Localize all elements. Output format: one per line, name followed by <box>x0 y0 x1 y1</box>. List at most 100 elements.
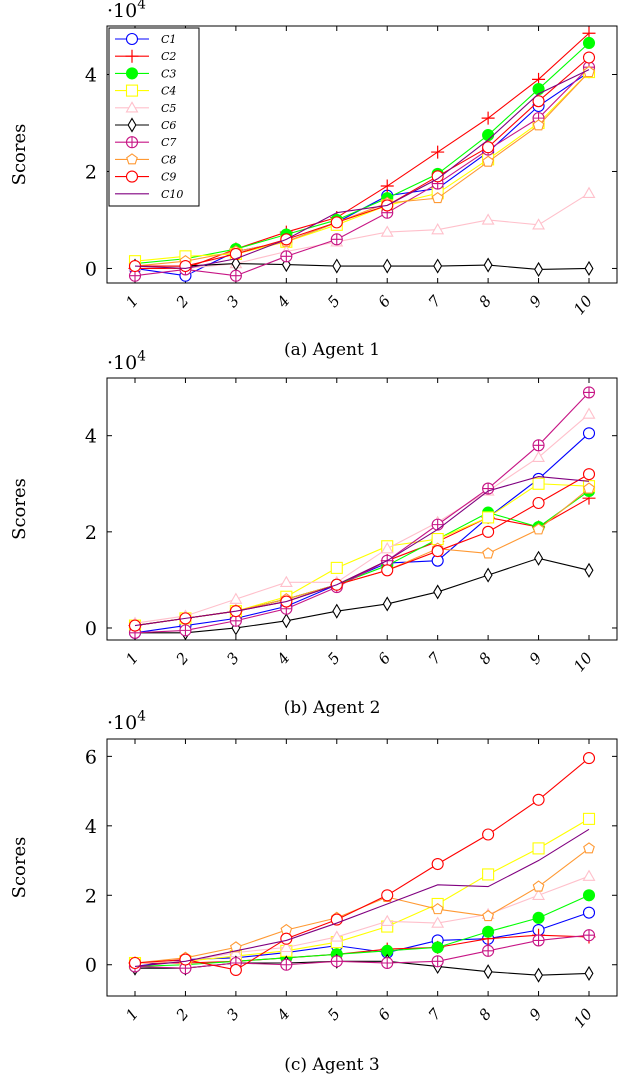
y-tick-label: 0 <box>85 955 97 977</box>
legend: C1 C2 C3 C4 C5 C6 C7 C8 C9 C10 <box>108 27 200 207</box>
data-point <box>179 259 192 273</box>
legend-marker <box>125 101 139 113</box>
data-point <box>582 468 596 481</box>
x-tick-label: 7 <box>425 292 445 311</box>
data-point <box>532 82 545 96</box>
y-tick-label: 0 <box>85 618 97 640</box>
data-point <box>229 614 242 627</box>
data-point <box>532 523 545 535</box>
series-line <box>135 934 590 964</box>
series-line <box>134 490 590 627</box>
x-tick-label: 10 <box>570 1005 596 1032</box>
data-point <box>431 903 444 915</box>
series-c9 <box>128 752 596 977</box>
series-c4 <box>128 477 596 632</box>
legend-label: C6 <box>161 119 176 132</box>
data-point <box>584 260 594 277</box>
data-point <box>380 179 394 193</box>
series-line <box>134 818 590 964</box>
data-point <box>229 269 242 282</box>
data-point <box>230 941 242 953</box>
data-point <box>532 477 545 490</box>
x-tick-label: 6 <box>374 649 394 668</box>
data-point <box>229 247 242 260</box>
data-point <box>482 155 494 167</box>
data-point <box>382 596 392 612</box>
data-point <box>179 624 192 637</box>
data-point <box>583 482 595 494</box>
data-point <box>583 65 595 78</box>
series-line <box>134 473 590 627</box>
panel-caption: (a) Agent 1 <box>284 340 380 360</box>
x-tick-label: 5 <box>324 292 344 311</box>
data-point <box>380 542 394 554</box>
chart-panel-2: 0 2 4 1 2 3 4 5 6 7 8 9 10 ·104 Scores (b) Agent 2 <box>9 348 618 718</box>
x-tick-label: 2 <box>172 292 193 312</box>
data-point <box>583 842 595 854</box>
data-point <box>128 956 142 970</box>
series-line <box>134 757 590 971</box>
series-line <box>135 263 590 270</box>
data-point <box>532 119 545 131</box>
x-tick-label: 4 <box>273 649 294 669</box>
y-tick-label: 4 <box>85 816 97 838</box>
legend-entry: C8 <box>115 153 176 166</box>
legend-entry: C5 <box>115 101 176 115</box>
data-point <box>532 218 546 230</box>
legend-label: C2 <box>161 50 176 63</box>
legend-marker <box>125 84 139 97</box>
x-tick-label: 10 <box>570 292 596 319</box>
y-tick-label: 2 <box>85 161 97 183</box>
data-point <box>482 944 495 957</box>
data-point <box>482 909 494 922</box>
data-point <box>532 439 545 452</box>
data-point <box>482 547 494 559</box>
data-point <box>380 914 394 927</box>
x-tick-label: 3 <box>223 292 243 311</box>
data-point <box>380 225 394 237</box>
series-c9 <box>128 51 596 273</box>
series-line <box>134 828 590 968</box>
data-point <box>281 613 291 629</box>
series-line <box>134 475 590 627</box>
series-c1 <box>128 427 596 639</box>
x-tick-label: 1 <box>122 649 142 668</box>
legend-entry: C4 <box>115 84 176 98</box>
legend-entry: C9 <box>115 170 176 184</box>
series-line <box>134 432 590 634</box>
series-line <box>135 557 590 634</box>
series-line <box>135 57 590 267</box>
data-point <box>582 752 596 765</box>
legend-label: C8 <box>161 153 176 166</box>
x-tick-label: 2 <box>172 649 193 669</box>
data-point <box>330 233 343 246</box>
axis-frame <box>106 377 618 641</box>
series-c3 <box>128 484 596 632</box>
legend-label: C4 <box>161 85 176 98</box>
legend-marker <box>127 117 137 133</box>
legend-entry: C1 <box>115 32 176 46</box>
series-line <box>134 69 590 270</box>
series-line <box>134 483 590 627</box>
data-point <box>381 564 394 577</box>
data-point <box>481 111 495 125</box>
data-point <box>534 967 544 983</box>
legend-marker <box>125 32 139 46</box>
series-line <box>134 192 590 270</box>
data-point <box>532 496 545 510</box>
data-point <box>483 567 493 583</box>
legend-label: C5 <box>161 102 176 115</box>
data-point <box>582 186 596 198</box>
series-line <box>134 413 590 624</box>
data-point <box>280 958 293 971</box>
legend-marker <box>125 49 139 63</box>
y-tick-label: 4 <box>85 426 97 448</box>
legend-entry: C6 <box>115 117 176 133</box>
series-line <box>134 71 590 267</box>
legend-marker <box>126 153 138 165</box>
data-point <box>482 482 495 495</box>
data-point <box>433 258 443 274</box>
data-point <box>431 191 444 204</box>
data-point <box>381 957 394 969</box>
legend-entry: C3 <box>115 67 176 80</box>
